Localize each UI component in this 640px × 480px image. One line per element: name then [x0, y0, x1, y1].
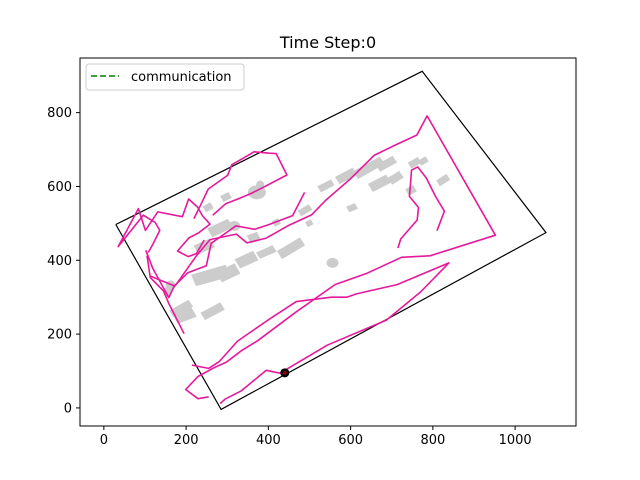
path-series-2 [191, 262, 450, 405]
y-tick-label: 800 [47, 106, 72, 121]
y-tick-label: 400 [47, 254, 72, 269]
y-tick-label: 600 [47, 180, 72, 195]
x-tick-label: 800 [420, 433, 445, 448]
path-series-1 [145, 192, 306, 299]
obstacle-16 [367, 174, 391, 192]
legend: communication [85, 63, 245, 91]
path-layer [117, 115, 497, 405]
obstacle-4 [220, 192, 232, 202]
obstacle-round-2 [326, 257, 339, 268]
obstacle-22 [346, 203, 358, 213]
chart-title: Time Step:0 [279, 33, 376, 52]
x-tick-label: 0 [100, 433, 108, 448]
obstacle-13 [335, 167, 358, 185]
obstacle-25 [172, 307, 197, 324]
obstacle-18 [405, 185, 417, 196]
boundary-layer [115, 70, 547, 411]
tick-layer: 0 200 400 600 800 1000 0 200 400 600 800 [47, 106, 532, 448]
robot-marker-center [282, 370, 287, 375]
obstacle-17 [387, 170, 404, 185]
obstacle-23 [305, 219, 314, 228]
obstacle-6 [234, 250, 259, 269]
obstacle-14 [353, 156, 385, 180]
path-series-4 [117, 198, 211, 258]
path-series-3 [149, 115, 497, 400]
path-series-5 [193, 151, 288, 219]
obstacle-2 [207, 218, 234, 238]
workspace-boundary [115, 70, 547, 411]
path-series-6 [397, 166, 446, 249]
y-tick-label: 200 [47, 328, 72, 343]
path-series-0 [146, 255, 185, 335]
obstacle-11 [297, 204, 313, 217]
robot-layer [280, 368, 290, 378]
obstacle-15 [375, 155, 398, 172]
x-tick-label: 400 [256, 433, 281, 448]
obstacle-26 [169, 299, 194, 318]
x-tick-label: 200 [174, 433, 199, 448]
legend-label-communication: communication [131, 70, 232, 85]
x-tick-label: 1000 [499, 433, 532, 448]
axes-frame [79, 57, 577, 427]
obstacle-3 [202, 202, 214, 213]
obstacle-10 [277, 237, 305, 260]
obstacle-27 [200, 302, 225, 321]
obstacle-20 [418, 156, 429, 166]
legend-box [85, 63, 245, 91]
obstacle-19 [407, 156, 422, 169]
obstacle-21 [436, 173, 451, 187]
x-tick-label: 600 [338, 433, 363, 448]
obstacle-5 [216, 263, 241, 283]
obstacle-round-4 [256, 180, 265, 189]
obstacle-7 [256, 245, 277, 259]
obstacle-12 [317, 179, 335, 193]
y-tick-label: 0 [64, 401, 72, 416]
